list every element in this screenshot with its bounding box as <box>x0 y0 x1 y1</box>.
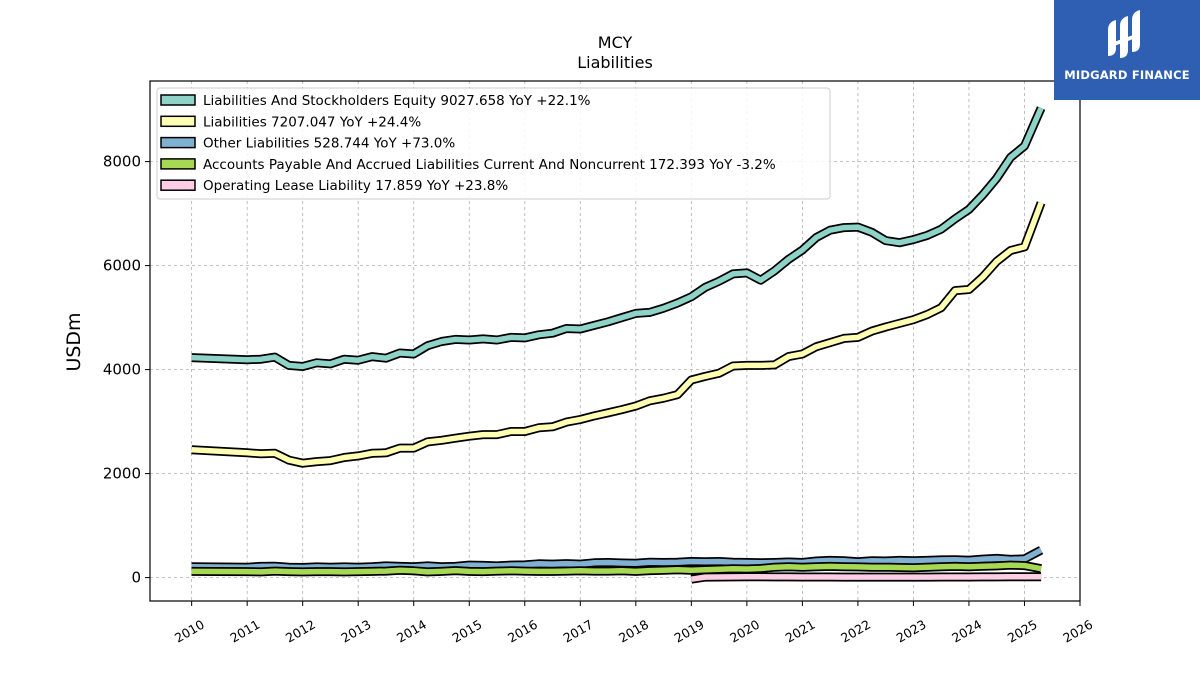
x-tick-label: 2015 <box>449 617 484 646</box>
x-tick-label: 2019 <box>672 617 707 646</box>
legend-swatch-2 <box>160 115 196 128</box>
series-line-5 <box>690 573 1042 582</box>
x-tick-label: 2013 <box>338 617 373 646</box>
series-line-2 <box>191 201 1044 466</box>
legend-box <box>156 87 831 200</box>
y-tick-label: 8000 <box>103 153 141 171</box>
x-tick-label: 2016 <box>505 617 540 646</box>
chart-title: MCY <box>598 33 633 52</box>
y-tick-label: 4000 <box>103 361 141 379</box>
y-tick-label: 0 <box>131 569 141 587</box>
x-tick-label: 2023 <box>894 617 929 646</box>
series-layer <box>191 106 1046 584</box>
legend-swatch-5 <box>160 179 196 191</box>
logo-text: MIDGARD FINANCE <box>1064 68 1190 82</box>
x-tick-label: 2017 <box>561 617 596 646</box>
series-line-3 <box>191 547 1043 571</box>
brand-logo: MIDGARD FINANCE <box>1054 0 1200 100</box>
x-tick-label: 2014 <box>394 617 429 646</box>
x-tick-label: 2011 <box>227 617 262 646</box>
chart-subtitle: Liabilities <box>577 53 653 72</box>
legend-label-1: Liabilities And Stockholders Equity 9027… <box>203 93 591 109</box>
legend-label-5: Operating Lease Liability 17.859 YoY +23… <box>203 178 508 194</box>
y-tick-label: 2000 <box>103 465 141 483</box>
x-tick-label: 2012 <box>283 617 318 646</box>
legend-swatch-4 <box>160 158 196 170</box>
legend-swatch-3 <box>160 136 196 149</box>
legend-label-3: Other Liabilities 528.744 YoY +73.0% <box>203 136 455 152</box>
x-tick-label: 2022 <box>838 617 873 646</box>
x-tick-label: 2025 <box>1005 617 1040 646</box>
x-tick-label: 2018 <box>616 617 651 646</box>
x-tick-label: 2026 <box>1060 617 1095 646</box>
series-line-1 <box>191 106 1044 370</box>
plot-area-frame <box>149 80 1081 602</box>
legend-label-2: Liabilities 7207.047 YoY +24.4% <box>203 114 421 130</box>
y-axis-label: USDm <box>63 312 85 371</box>
series-line-4 <box>191 562 1042 575</box>
logo-mark-icon <box>1108 10 1140 58</box>
x-tick-label: 2020 <box>727 617 762 646</box>
legend-label-4: Accounts Payable And Accrued Liabilities… <box>203 157 776 173</box>
legend-swatch-1 <box>160 94 196 106</box>
x-tick-label: 2021 <box>783 617 818 646</box>
x-tick-label: 2010 <box>172 617 207 646</box>
x-tick-label: 2024 <box>949 617 984 646</box>
y-tick-label: 6000 <box>103 257 141 275</box>
legend: Liabilities And Stockholders Equity 9027… <box>156 87 831 200</box>
